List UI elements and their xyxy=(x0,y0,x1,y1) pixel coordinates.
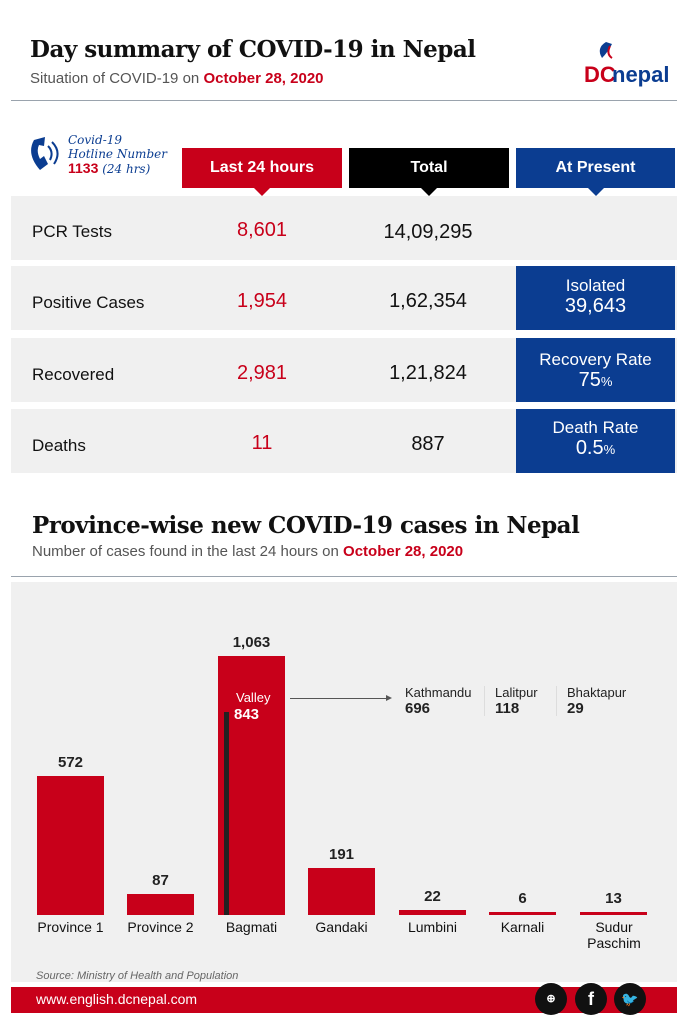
valley-value: 843 xyxy=(234,706,260,723)
valley-label: Valley xyxy=(236,690,271,705)
district-value: 696 xyxy=(405,700,431,717)
hotline: Covid-19 Hotline Number 1133 (24 hrs) xyxy=(68,133,167,176)
district-name: Kathmandu xyxy=(405,685,472,700)
present-label: Recovery Rate xyxy=(539,350,652,369)
subtitle-text: Situation of COVID-19 on xyxy=(30,70,200,87)
phone-icon xyxy=(28,136,62,181)
present-isolated: Isolated 39,643 xyxy=(516,266,675,330)
footer-url[interactable]: www.english.dcnepal.com xyxy=(36,991,198,1007)
value-label: 572 xyxy=(57,753,84,771)
present-recovery-rate: Recovery Rate 75% xyxy=(516,338,675,402)
hotline-line1: Covid-19 xyxy=(68,133,123,147)
row-last24: 11 xyxy=(251,432,273,454)
present-value: 39,643 xyxy=(564,295,627,317)
present-unit: % xyxy=(603,442,616,457)
district-value: 29 xyxy=(567,700,584,717)
bar-2 xyxy=(218,656,285,915)
category-label: Bagmati xyxy=(225,919,278,935)
divider xyxy=(11,576,677,577)
chart-subtitle: Number of cases found in the last 24 hou… xyxy=(32,543,463,560)
chart-subtitle-text: Number of cases found in the last 24 hou… xyxy=(32,543,339,560)
hotline-hours: (24 hrs) xyxy=(102,162,151,176)
value-label: 1,063 xyxy=(232,634,271,651)
divider xyxy=(11,100,677,101)
page-title: Day summary of COVID-19 in Nepal xyxy=(30,36,476,63)
row-total: 1,21,824 xyxy=(389,362,467,384)
valley-bar xyxy=(224,711,229,915)
hotline-line2: Hotline Number xyxy=(68,147,167,161)
present-label: Isolated xyxy=(565,276,626,295)
row-last24: 1,954 xyxy=(236,290,288,312)
row-label: Recovered xyxy=(32,365,115,384)
divider xyxy=(556,686,557,716)
twitter-icon[interactable]: 🐦 xyxy=(614,983,646,1015)
globe-icon[interactable]: ⊕ xyxy=(535,983,567,1015)
divider xyxy=(484,686,485,716)
district-name: Lalitpur xyxy=(495,685,538,700)
row-pcr xyxy=(11,196,677,260)
facebook-icon[interactable]: f xyxy=(575,983,607,1015)
row-total: 1,62,354 xyxy=(389,290,467,312)
row-label: Positive Cases xyxy=(32,293,145,312)
value-label: 13 xyxy=(605,889,622,907)
category-label: Gandaki xyxy=(315,919,368,935)
chart-title: Province-wise new COVID-19 cases in Nepa… xyxy=(32,512,580,539)
source: Source: Ministry of Health and Populatio… xyxy=(36,970,239,982)
present-value: 75 xyxy=(578,369,601,391)
header-present: At Present xyxy=(516,148,675,196)
arrow-head-icon xyxy=(386,695,392,701)
district-lalitpur: Lalitpur 118 xyxy=(495,685,538,717)
svg-text:DC: DC xyxy=(584,62,616,87)
category-label: Province 2 xyxy=(127,919,194,935)
bar-4 xyxy=(399,909,466,915)
present-unit: % xyxy=(600,374,613,389)
row-label: Deaths xyxy=(32,436,86,455)
value-label: 87 xyxy=(152,871,169,889)
bar-6 xyxy=(580,911,647,915)
row-last24: 8,601 xyxy=(236,219,288,241)
district-name: Bhaktapur xyxy=(567,685,627,700)
category-label: Province 1 xyxy=(37,919,104,935)
arrow-line xyxy=(290,698,388,699)
district-kathmandu: Kathmandu 696 xyxy=(405,685,472,717)
category-label: Sudur Paschim xyxy=(587,919,641,951)
header-total: Total xyxy=(349,148,509,196)
dcnepal-logo: DC nepal xyxy=(584,40,674,90)
row-label: PCR Tests xyxy=(32,222,112,241)
row-total: 14,09,295 xyxy=(383,221,473,243)
chart-area xyxy=(11,582,677,982)
chart-date: October 28, 2020 xyxy=(343,543,464,560)
date: October 28, 2020 xyxy=(203,70,324,87)
present-label: Death Rate xyxy=(552,418,639,437)
value-label: 6 xyxy=(518,890,527,907)
row-last24: 2,981 xyxy=(236,362,288,384)
hotline-number: 1133 xyxy=(68,160,99,176)
header-last24: Last 24 hours xyxy=(182,148,342,196)
value-label: 22 xyxy=(424,887,441,905)
bar-1 xyxy=(127,893,194,915)
present-death-rate: Death Rate 0.5% xyxy=(516,409,675,473)
bar-3 xyxy=(308,868,375,915)
row-total: 887 xyxy=(411,433,445,455)
category-label: Lumbini xyxy=(407,919,458,935)
value-label: 191 xyxy=(328,846,355,864)
svg-text:nepal: nepal xyxy=(612,62,669,87)
bar-5 xyxy=(489,912,556,915)
subtitle: Situation of COVID-19 on October 28, 202… xyxy=(30,70,324,87)
district-bhaktapur: Bhaktapur 29 xyxy=(567,685,626,717)
bar-0 xyxy=(37,775,104,915)
district-value: 118 xyxy=(495,700,520,717)
category-label: Karnali xyxy=(500,919,545,935)
present-value: 0.5 xyxy=(575,437,604,459)
